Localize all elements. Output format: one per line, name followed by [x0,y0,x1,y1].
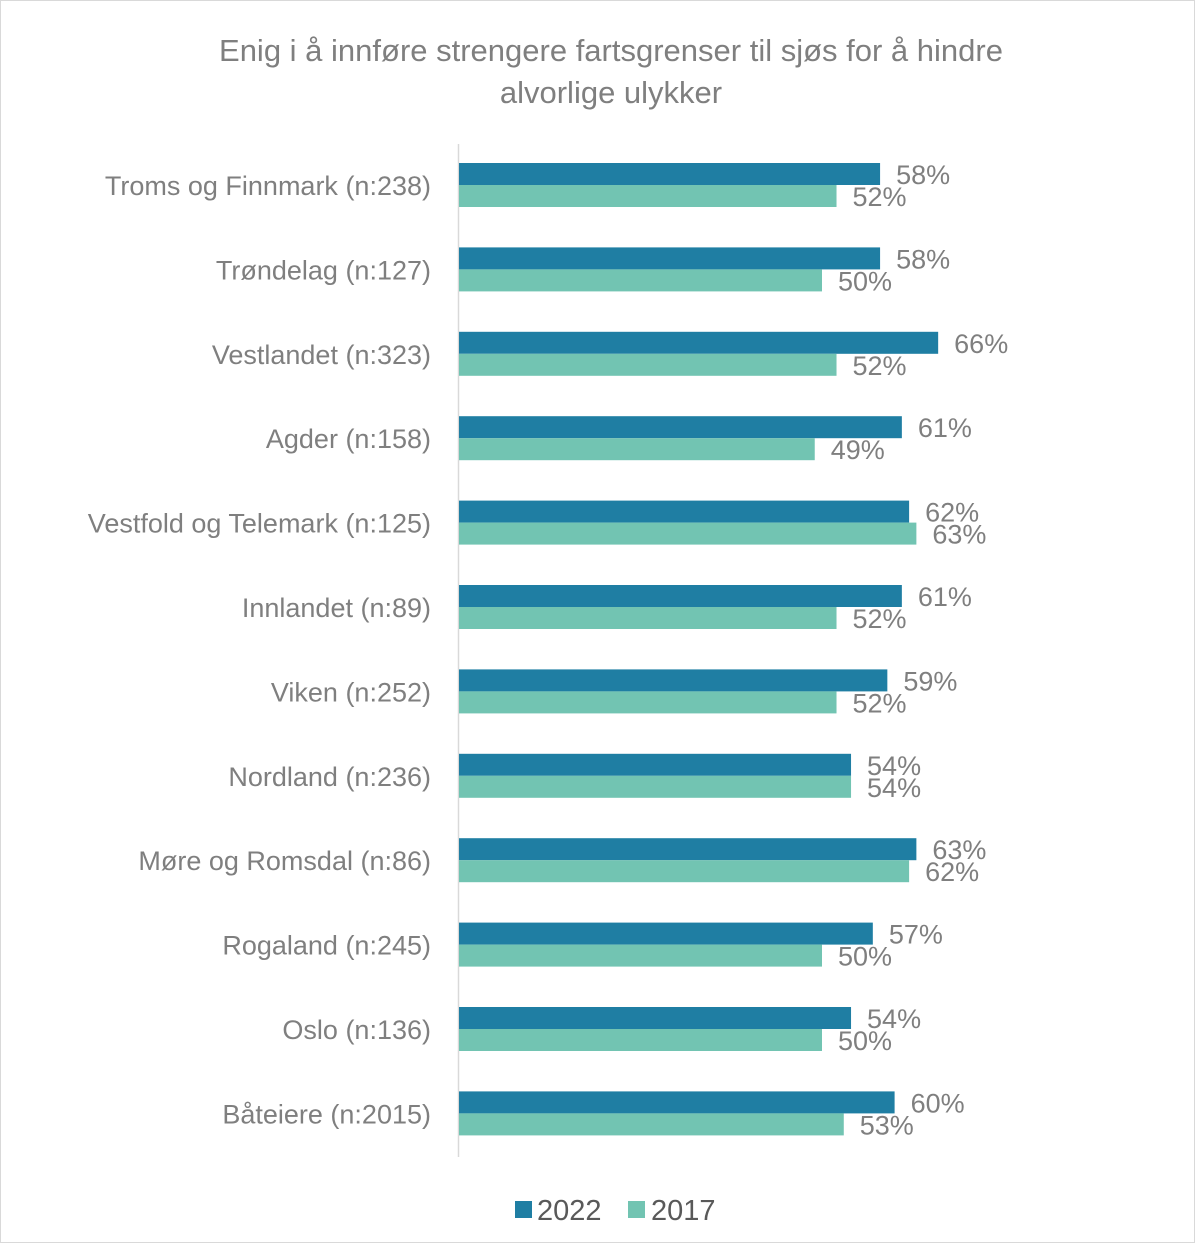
data-label-2017-cat-10: 50% [838,1026,892,1056]
bar-2022-cat-0 [459,163,881,185]
category-group: Troms og Finnmark (n:238) 58%52% [105,160,950,212]
plot-area: Troms og Finnmark (n:238) 58%52%Trøndelag… [88,160,1008,1140]
category-label: Agder (n:158) [266,424,431,454]
data-label-2022-cat-11: 60% [911,1088,965,1118]
legend-label-2022: 2022 [537,1195,602,1227]
category-label: Oslo (n:136) [282,1015,431,1045]
bar-2017-cat-4 [459,522,917,545]
data-label-2022-cat-5: 61% [918,582,972,612]
bar-2022-cat-4 [459,500,910,523]
data-label-2017-cat-5: 52% [853,604,907,634]
category-label: Båteiere (n:2015) [222,1099,431,1129]
bar-2017-cat-2 [459,353,837,376]
data-label-2017-cat-3: 49% [831,435,885,465]
category-group: Møre og Romsdal (n:86) 63%62% [138,835,986,887]
category-group: Oslo (n:136) 54%50% [282,1004,921,1056]
legend: 2022 2017 [515,1195,716,1227]
bar-2017-cat-7 [459,775,852,798]
category-group: Vestfold og Telemark (n:125) 62%63% [88,498,987,550]
category-group: Rogaland (n:245) 57%50% [222,920,943,972]
category-label: Troms og Finnmark (n:238) [105,171,431,201]
category-label: Møre og Romsdal (n:86) [138,846,431,876]
category-label: Rogaland (n:245) [222,931,431,961]
bar-2017-cat-5 [459,607,837,629]
category-group: Båteiere (n:2015) 60%53% [222,1088,964,1140]
data-label-2017-cat-8: 62% [925,857,979,887]
data-label-2022-cat-4: 62% [925,498,979,528]
data-label-2017-cat-2: 52% [853,351,907,381]
bar-2017-cat-1 [459,269,822,292]
category-group: Nordland (n:236) 54%54% [228,751,921,803]
data-label-2017-cat-7: 54% [867,773,921,803]
bar-2017-cat-6 [459,691,837,714]
category-label: Nordland (n:236) [228,762,431,792]
category-group: Agder (n:158) 61% 49% [266,413,972,465]
bar-2022-cat-6 [459,669,888,692]
category-label: Viken (n:252) [271,677,431,707]
category-group: Viken (n:252) 59%52% [271,666,957,718]
data-label-2022-cat-1: 58% [896,244,950,274]
legend-swatch-2017 [628,1201,645,1218]
bar-2022-cat-5 [459,585,902,607]
data-label-2022-cat-10: 54% [867,1004,921,1034]
bar-2022-cat-1 [459,247,881,270]
bar-2022-cat-11 [459,1091,895,1114]
bar-2022-cat-8 [459,838,917,861]
bar-2022-cat-9 [459,922,873,945]
data-label-2017-cat-11: 53% [860,1110,914,1140]
data-label-2017-cat-1: 50% [838,266,892,296]
data-label-2017-cat-0: 52% [853,182,907,212]
data-label-2022-cat-8: 63% [932,835,986,865]
bar-2017-cat-11 [459,1113,844,1136]
category-group: Trøndelag (n:127) 58%50% [216,244,950,296]
bar-2017-cat-0 [459,185,837,207]
category-label: Innlandet (n:89) [242,593,431,623]
data-label-2022-cat-7: 54% [867,751,921,781]
category-group: Vestlandet (n:323) 66% 52% [212,329,1008,381]
category-label: Trøndelag (n:127) [216,255,431,285]
legend-label-2017: 2017 [651,1195,716,1227]
bar-2017-cat-3 [459,438,815,461]
data-label-2017-cat-6: 52% [853,688,907,718]
legend-swatch-2022 [515,1201,532,1218]
chart-title-line-2: alvorlige ulykker [500,75,722,110]
bar-2022-cat-10 [459,1007,852,1029]
data-label-2022-cat-3: 61% [918,413,972,443]
data-label-2022-cat-6: 59% [903,666,957,696]
data-label-2022-cat-9: 57% [889,920,943,950]
bar-2022-cat-3 [459,416,902,439]
data-label-2022-cat-2: 66% [954,329,1008,359]
chart-title-line-1: Enig i å innføre strengere fartsgrenser … [219,33,1003,68]
bar-2017-cat-8 [459,860,910,883]
bar-2022-cat-7 [459,753,852,776]
data-label-2017-cat-9: 50% [838,942,892,972]
category-label: Vestlandet (n:323) [212,340,431,370]
category-group: Innlandet (n:89) 61% 52% [242,582,972,634]
category-label: Vestfold og Telemark (n:125) [88,509,431,539]
bar-2022-cat-2 [459,331,939,354]
bar-2017-cat-9 [459,944,822,967]
data-label-2017-cat-4: 63% [932,520,986,550]
chart-title: Enig i å innføre strengere fartsgrenser … [219,33,1003,110]
bar-2017-cat-10 [459,1029,822,1051]
data-label-2022-cat-0: 58% [896,160,950,190]
